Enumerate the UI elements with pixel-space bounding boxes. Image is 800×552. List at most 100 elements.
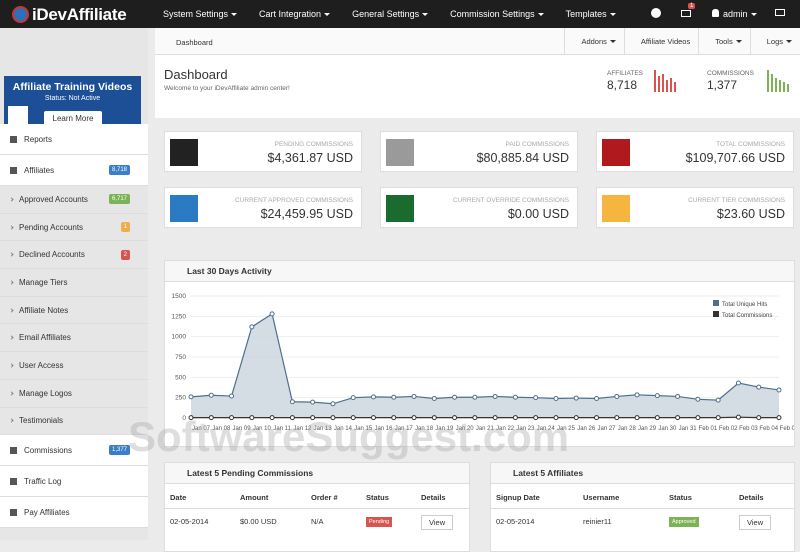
main: Dashboard Addons Affiliate Videos Tools Log…	[155, 28, 800, 540]
legend-label: Total Unique Hits	[722, 302, 767, 308]
data-point	[392, 395, 396, 399]
x-tick-label: Jan 14	[334, 426, 353, 432]
nav-item[interactable]: Commission Settings	[450, 9, 544, 19]
sidebar-item[interactable]: Manage Logos	[0, 380, 148, 408]
chart-title: Last 30 Days Activity	[165, 261, 794, 282]
toolbar-button[interactable]: Logs	[750, 28, 800, 55]
sidebar-item[interactable]: Affiliate Notes	[0, 297, 148, 325]
chevron	[9, 336, 13, 340]
y-tick-label: 1250	[172, 313, 187, 320]
sidebar-item[interactable]: Reports	[0, 124, 148, 155]
breadcrumb[interactable]: Dashboard	[176, 38, 213, 47]
x-tick-label: Jan 10	[253, 426, 272, 432]
sidebar: MPEG Affiliate Training Videos Status: N…	[0, 28, 148, 540]
stat-icon	[386, 139, 414, 166]
x-tick-label: Jan 12	[293, 426, 312, 432]
table-cell[interactable]: View	[739, 515, 771, 530]
sidebar-item[interactable]: Testimonials	[0, 408, 148, 436]
plus-icon	[10, 509, 17, 516]
sidebar-label: Manage Tiers	[19, 278, 67, 287]
stat-card: CURRENT OVERRIDE COMMISSIONS$0.00 USD	[380, 187, 578, 228]
toolbar-label: Tools	[715, 37, 733, 46]
nav-item[interactable]: System Settings	[163, 9, 237, 19]
data-point	[513, 395, 517, 399]
series-area	[191, 314, 779, 418]
y-tick-label: 500	[175, 374, 186, 381]
nav-item[interactable]: Cart Integration	[259, 9, 330, 19]
nav-item[interactable]: Templates	[566, 9, 616, 19]
x-tick-label: Jan 26	[577, 426, 596, 432]
table-cell: 02-05-2014	[170, 517, 208, 526]
data-point	[696, 416, 700, 420]
x-tick-label: Jan 29	[638, 426, 657, 432]
sidebar-item[interactable]: Email Affiliates	[0, 325, 148, 353]
chevron	[9, 253, 13, 257]
column-header: Details	[739, 493, 764, 502]
data-point	[716, 398, 720, 402]
data-point	[189, 395, 193, 399]
data-point	[513, 416, 517, 420]
toolbar-button[interactable]: Tools	[698, 28, 750, 55]
data-point	[412, 394, 416, 398]
chevron	[9, 363, 13, 367]
data-point	[736, 415, 740, 419]
user-menu[interactable]: admin	[723, 9, 757, 19]
stat-label: PAID COMMISSIONS	[506, 141, 569, 148]
x-tick-label: Jan 31	[679, 426, 698, 432]
sidebar-label: User Access	[19, 361, 63, 370]
data-point	[615, 394, 619, 398]
row-divider	[165, 508, 469, 509]
nav-item[interactable]: General Settings	[352, 9, 428, 19]
sidebar-item[interactable]: User Access	[0, 352, 148, 380]
data-point	[655, 394, 659, 398]
toolbar-label: Affiliate Videos	[641, 37, 690, 46]
data-point	[676, 416, 680, 420]
sidebar-item[interactable]: Traffic Log	[0, 466, 148, 497]
sidebar-item[interactable]: Pay Affiliates	[0, 497, 148, 528]
sidebar-badge: 8,718	[109, 165, 130, 175]
logo	[12, 6, 29, 23]
toolbar-button[interactable]: Affiliate Videos	[624, 28, 698, 55]
sidebar-label: Pending Accounts	[19, 223, 83, 232]
table-title: Latest 5 Affiliates	[491, 463, 794, 484]
sidebar-item[interactable]: Manage Tiers	[0, 269, 148, 297]
stat-value: $80,885.84 USD	[477, 151, 569, 165]
data-point	[736, 381, 740, 385]
monitor-icon[interactable]	[775, 9, 785, 16]
chevron	[9, 225, 13, 229]
mail-icon[interactable]	[681, 10, 691, 17]
plus-icon	[10, 167, 17, 174]
sidebar-label: Declined Accounts	[19, 250, 85, 259]
data-point	[250, 416, 254, 420]
brand: iDevAffiliate	[32, 5, 126, 25]
data-point	[716, 416, 720, 420]
page-subtitle: Welcome to your iDevAffiliate admin cent…	[164, 85, 290, 92]
help-icon[interactable]	[651, 8, 661, 18]
stat-label: CURRENT TIER COMMISSIONS	[688, 197, 785, 204]
data-point	[493, 394, 497, 398]
table-cell[interactable]: View	[421, 515, 453, 530]
table-cell: Pending	[366, 517, 392, 527]
promo-title: Affiliate Training Videos	[4, 81, 141, 93]
sidebar-label: Email Affiliates	[19, 333, 71, 342]
x-tick-label: Jan 23	[516, 426, 535, 432]
row-divider	[491, 508, 794, 509]
x-tick-label: Feb 04	[759, 426, 778, 432]
data-point	[635, 416, 639, 420]
data-point	[635, 393, 639, 397]
legend-label: Total Commissions	[722, 313, 772, 319]
x-tick-label: Jan 25	[557, 426, 576, 432]
toolbar-button[interactable]: Addons	[564, 28, 623, 55]
commissions-label: COMMISSIONS	[707, 70, 754, 77]
data-point	[351, 396, 355, 400]
data-point	[777, 388, 781, 392]
data-point	[209, 416, 213, 420]
data-point	[655, 416, 659, 420]
legend-swatch	[713, 311, 719, 317]
